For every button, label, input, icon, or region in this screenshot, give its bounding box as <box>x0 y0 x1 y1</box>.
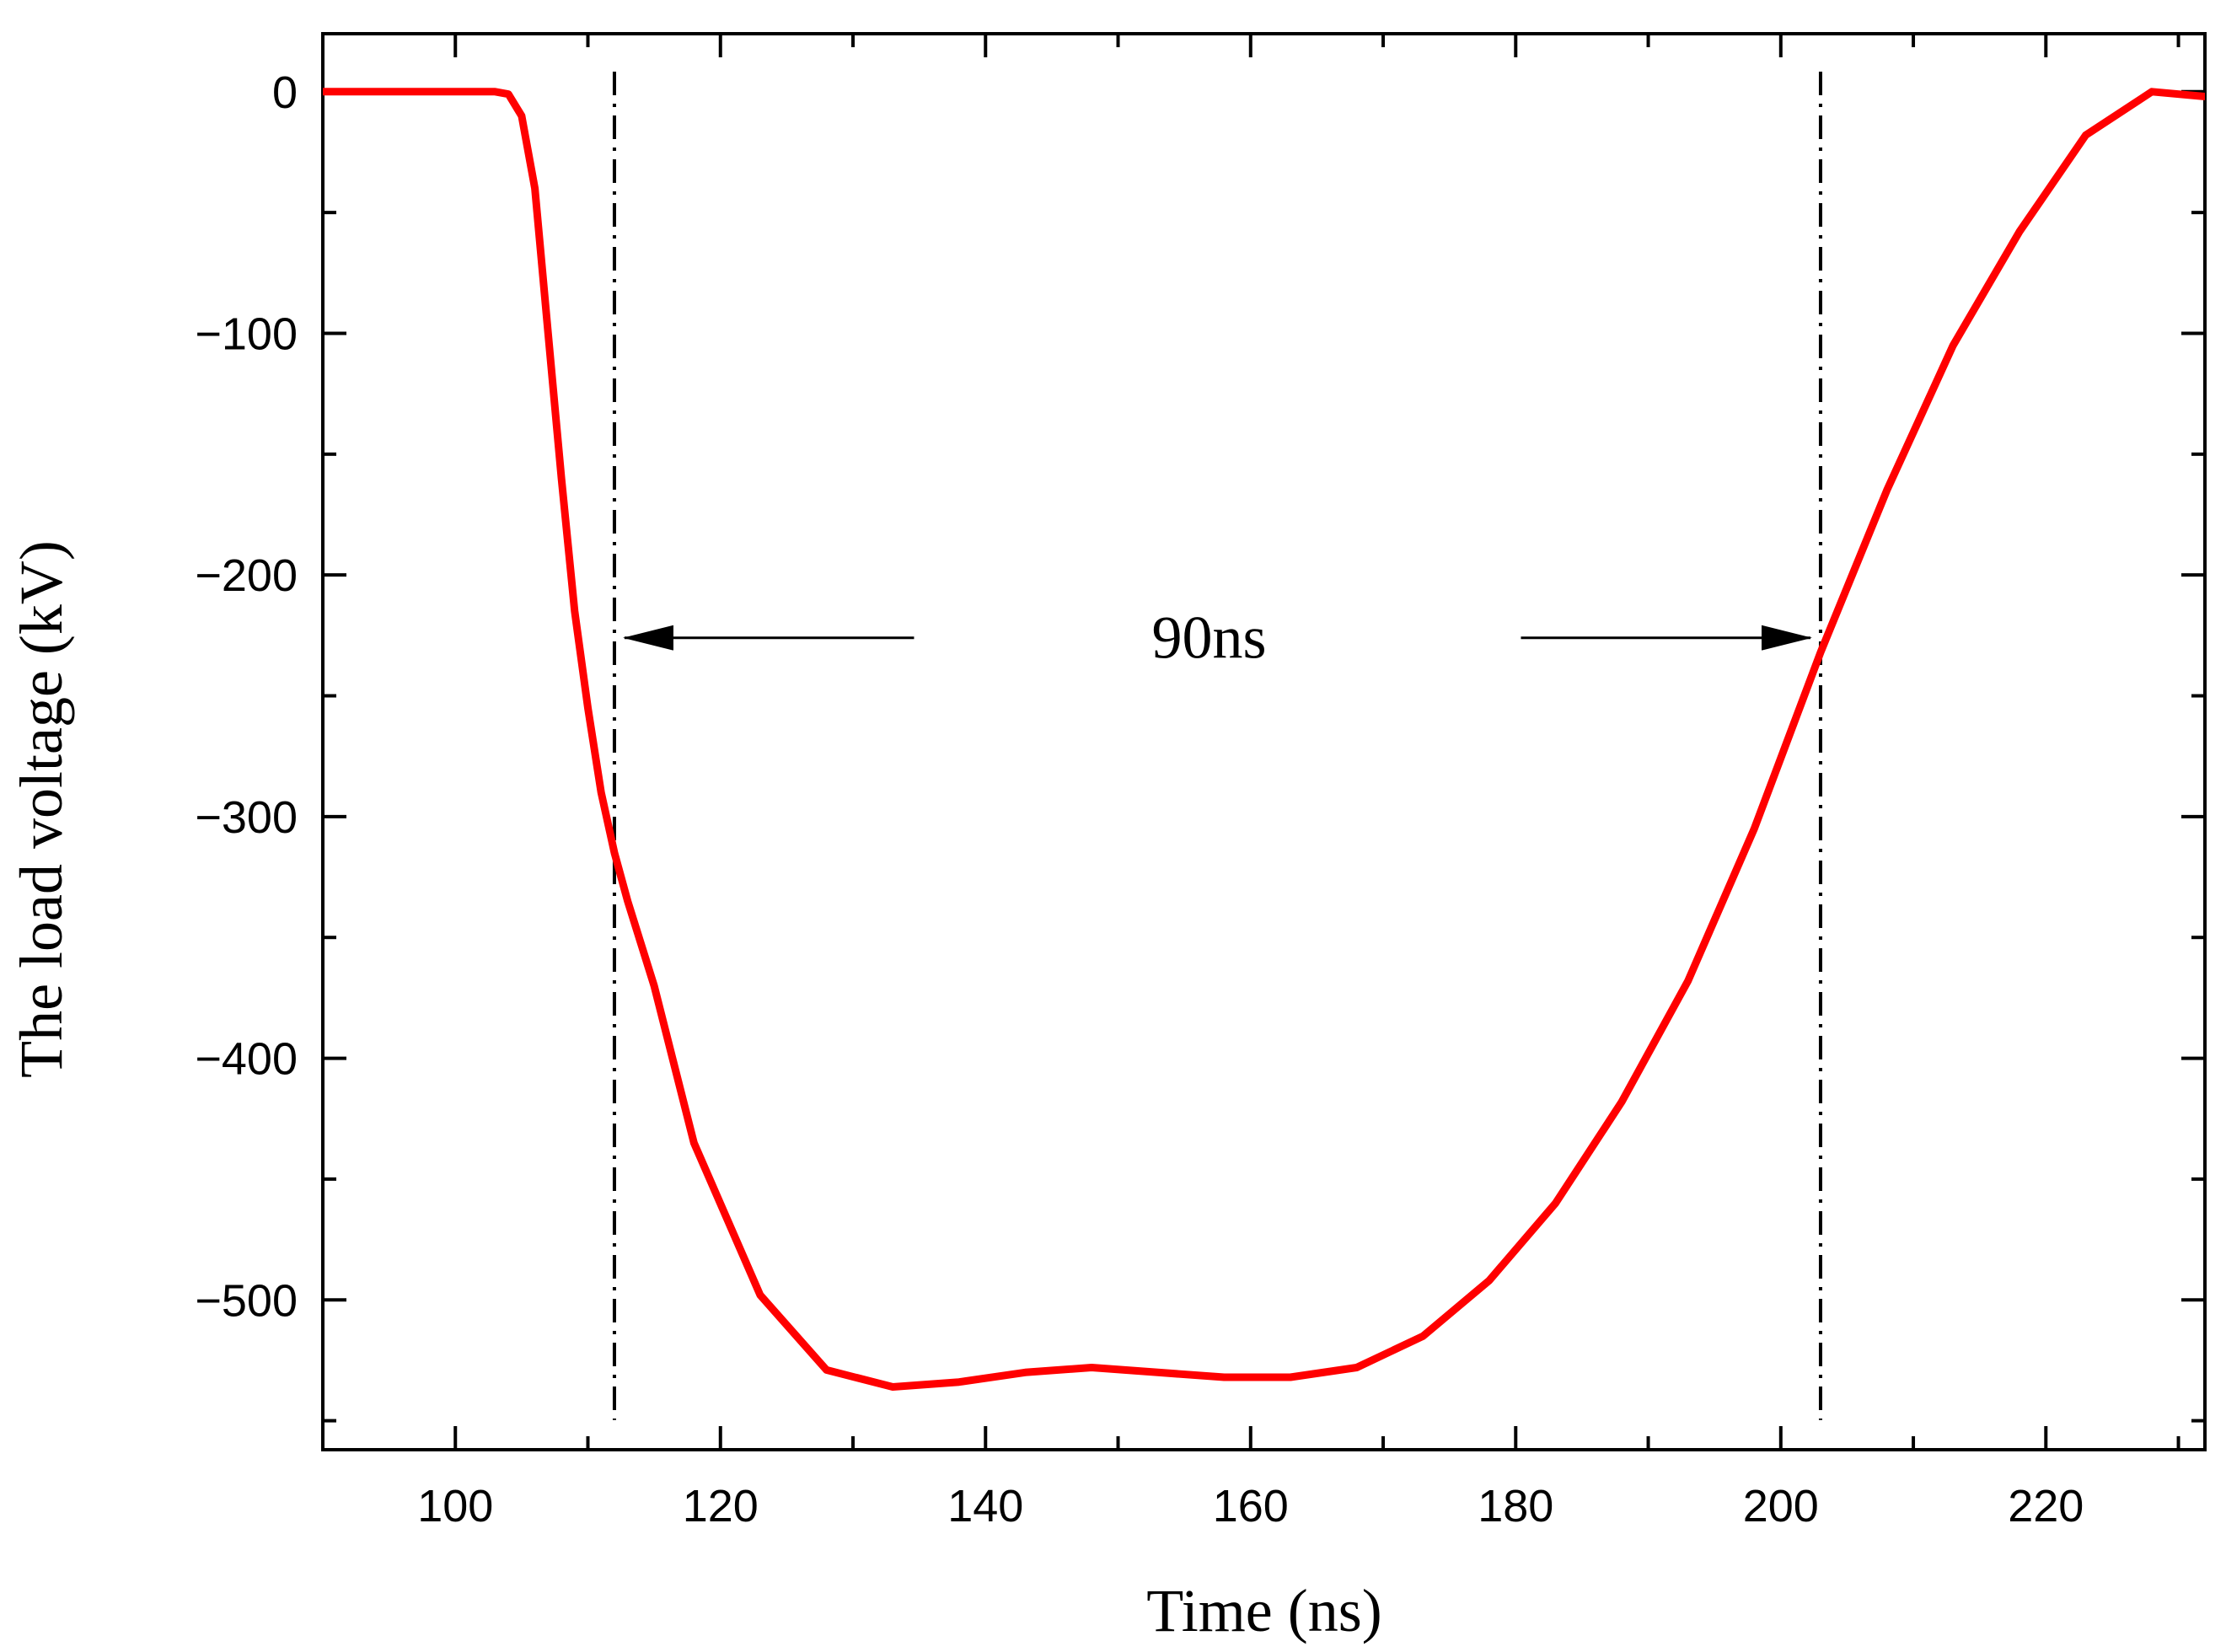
y-tick-label: −500 <box>195 1275 298 1326</box>
y-tick-label: −400 <box>195 1034 298 1085</box>
annotations: 90ns <box>622 604 1812 672</box>
x-tick-label: 180 <box>1478 1481 1553 1531</box>
y-axis-title: The load voltage (kV) <box>8 540 75 1078</box>
y-axis-tick-labels: 0 −100 −200 −300 −400 −500 <box>195 67 298 1326</box>
x-axis-tick-labels: 100 120 140 160 180 200 220 <box>417 1481 2084 1531</box>
x-tick-label: 220 <box>2008 1481 2084 1531</box>
y-axis-ticks <box>323 89 2205 1423</box>
x-axis-title: Time (ns) <box>1146 1577 1381 1644</box>
y-tick-label: −200 <box>195 550 298 601</box>
x-tick-label: 140 <box>947 1481 1023 1531</box>
y-tick-label: −300 <box>195 792 298 843</box>
y-tick-label: 0 <box>272 67 298 118</box>
plot-frame <box>321 32 2207 1451</box>
x-axis-ticks <box>321 34 2180 1450</box>
x-tick-label: 200 <box>1743 1481 1819 1531</box>
y-tick-label: −100 <box>195 308 298 359</box>
x-tick-label: 160 <box>1213 1481 1289 1531</box>
x-tick-label: 100 <box>417 1481 493 1531</box>
x-tick-label: 120 <box>683 1481 759 1531</box>
series-line-load-voltage <box>323 88 2205 1391</box>
reference-lines <box>612 72 1822 1420</box>
annotation-label: 90ns <box>1151 604 1266 672</box>
